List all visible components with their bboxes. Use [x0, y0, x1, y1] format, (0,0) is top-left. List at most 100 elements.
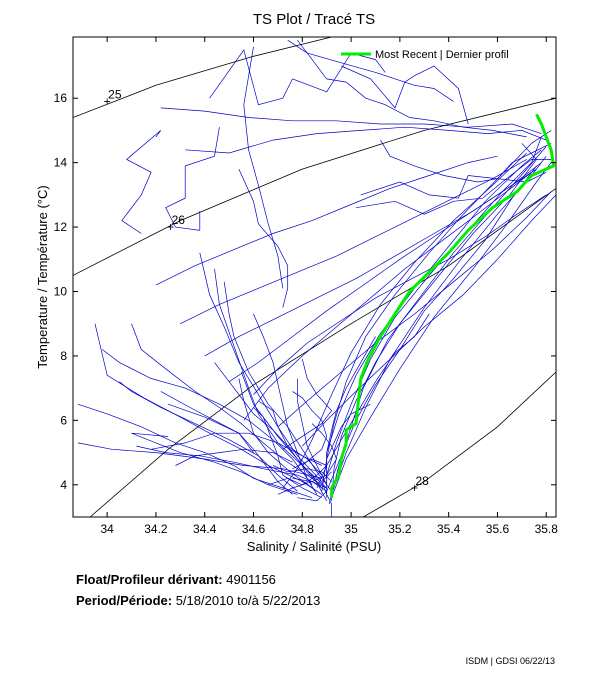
x-tick-label: 34.2 — [144, 522, 168, 536]
x-tick-label: 34.8 — [291, 522, 315, 536]
chart-title: TS Plot / Tracé TS — [253, 11, 375, 28]
density-contour-0 — [73, 37, 332, 118]
profile-line — [331, 155, 547, 495]
x-tick-label: 34.6 — [242, 522, 266, 536]
profile-line — [277, 481, 328, 502]
y-tick-label: 8 — [60, 349, 67, 363]
profile-line — [243, 172, 532, 421]
profile-line — [228, 162, 542, 382]
x-tick-label: 35.8 — [535, 522, 559, 536]
profile-line — [380, 139, 547, 183]
y-tick-label: 4 — [60, 478, 67, 492]
density-contour-label: 28 — [416, 474, 430, 488]
x-axis-label: Salinity / Salinité (PSU) — [247, 539, 381, 554]
x-tick-label: 35.2 — [388, 522, 412, 536]
profile-line — [165, 127, 220, 231]
x-axis: 34 34.2 34.4 34.6 34.8 35 35.2 35.4 35.6 35.8 — [100, 37, 558, 536]
profile-line — [316, 313, 430, 489]
profile-line — [326, 165, 537, 492]
profile-line — [175, 448, 293, 466]
profile-line — [94, 323, 322, 495]
density-contour-3 — [363, 371, 556, 517]
float-id-line: Float/Profileur dérivant: 4901156 — [76, 572, 276, 587]
period-end: 5/22/2013 — [262, 593, 321, 608]
profile-line — [355, 159, 552, 215]
profile-line — [131, 432, 298, 495]
credit-stamp: ISDM | GDSI 06/22/13 — [465, 656, 555, 666]
float-id: 4901156 — [226, 572, 276, 587]
y-tick-label: 16 — [54, 91, 68, 105]
profile-line — [77, 442, 322, 479]
profile-line — [238, 378, 318, 492]
plot-frame — [72, 36, 557, 518]
period-start: 5/18/2010 — [175, 593, 234, 608]
profile-line — [253, 194, 547, 395]
profile-line — [326, 336, 376, 476]
profile-line — [151, 432, 322, 466]
profile-line — [268, 458, 328, 486]
profile-line — [360, 142, 552, 199]
y-axis-label: Temperature / Température (°C) — [35, 185, 50, 368]
density-contour-labels: 25 26 28 — [104, 87, 430, 492]
density-contour-label: 25 — [108, 87, 122, 101]
profile-line — [167, 403, 293, 495]
density-contour-1 — [73, 97, 556, 276]
profile-line — [204, 168, 537, 357]
profile-line — [292, 391, 328, 466]
y-tick-label: 10 — [54, 284, 68, 298]
profile-line — [102, 349, 313, 486]
profile-line — [272, 465, 332, 482]
profile-line — [287, 39, 454, 102]
density-contour-marker — [167, 224, 174, 231]
profile-line — [282, 152, 527, 489]
profile-line — [321, 130, 552, 492]
profile-line — [302, 194, 556, 447]
profile-line — [292, 423, 337, 482]
profile-line — [121, 130, 162, 234]
profile-line — [180, 159, 527, 325]
profile-line — [331, 143, 537, 501]
density-contour-label: 26 — [172, 213, 186, 227]
profile-line — [277, 191, 552, 428]
x-tick-label: 35.6 — [486, 522, 510, 536]
profile-line — [253, 407, 322, 499]
y-tick-label: 6 — [60, 413, 67, 427]
profile-line — [321, 471, 332, 517]
profile-line — [155, 155, 498, 286]
profile-line — [160, 107, 542, 134]
density-contours — [73, 37, 556, 517]
period-to: to/à — [237, 593, 259, 608]
profile-line — [243, 46, 284, 289]
x-tick-label: 34.4 — [193, 522, 217, 536]
x-tick-label: 35 — [344, 522, 358, 536]
profile-line — [238, 168, 289, 308]
x-tick-label: 35.4 — [437, 522, 461, 536]
y-tick-label: 12 — [54, 220, 68, 234]
profile-line — [185, 126, 547, 154]
period-label: Period/Période: — [76, 593, 173, 608]
density-contour-2 — [89, 188, 556, 517]
density-contour-marker — [104, 98, 111, 105]
profile-line — [119, 381, 298, 492]
profile-line — [199, 252, 323, 482]
legend: Most Recent | Dernier profil — [341, 49, 509, 61]
y-tick-label: 14 — [54, 156, 68, 170]
y-axis: 4 6 8 10 12 14 16 — [54, 91, 556, 492]
legend-label: Most Recent | Dernier profil — [375, 49, 509, 61]
profile-line — [326, 403, 371, 460]
profile-line — [297, 39, 527, 138]
x-tick-label: 34 — [100, 522, 114, 536]
profile-line — [131, 323, 322, 486]
most-recent-line — [330, 113, 556, 498]
density-contour-marker — [411, 485, 418, 492]
profile-line — [160, 391, 254, 453]
profile-line — [77, 403, 313, 499]
profile-line — [341, 65, 469, 125]
profile-line — [258, 400, 323, 489]
float-label: Float/Profileur dérivant: — [76, 572, 223, 587]
period-line: Period/Période: 5/18/2010 to/à 5/22/2013 — [76, 593, 320, 608]
profile-line — [214, 268, 327, 489]
profile-lines — [77, 39, 556, 517]
profile-line — [297, 378, 328, 485]
